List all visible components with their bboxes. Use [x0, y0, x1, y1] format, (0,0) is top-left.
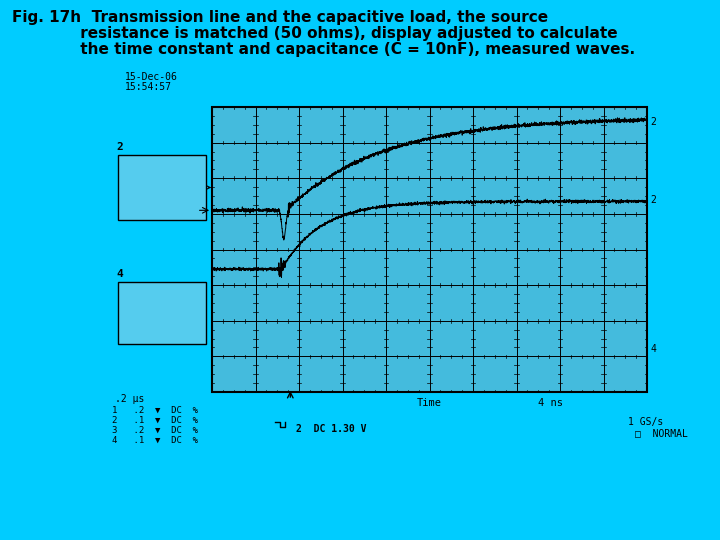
Text: .2 μs: .2 μs	[115, 394, 145, 404]
Text: 2: 2	[650, 117, 657, 126]
Text: Fig. 17h  Transmission line and the capacitive load, the source: Fig. 17h Transmission line and the capac…	[12, 10, 548, 25]
Text: -56mV: -56mV	[137, 315, 187, 325]
Text: 1   .2  ▼  DC  %: 1 .2 ▼ DC %	[112, 406, 198, 415]
Text: 4: 4	[650, 345, 657, 354]
Bar	[118, 282, 206, 344]
Bar	[212, 107, 647, 392]
Text: 15:54:57: 15:54:57	[125, 82, 172, 92]
Text: Time: Time	[417, 398, 442, 408]
Text: 1 GS/s: 1 GS/s	[628, 417, 663, 427]
Text: 2.:34 V: 2.:34 V	[140, 188, 184, 198]
Text: 2: 2	[650, 194, 657, 205]
Text: .2 μs: .2 μs	[146, 289, 178, 299]
Text: 2  DC 1.30 V: 2 DC 1.30 V	[296, 424, 366, 434]
Text: resistance is matched (50 ohms), display adjusted to calculate: resistance is matched (50 ohms), display…	[12, 26, 618, 41]
Text: 2   .1  ▼  DC  %: 2 .1 ▼ DC %	[112, 416, 198, 425]
Text: 2: 2	[116, 142, 122, 152]
Text: 4   .1  ▼  DC  %: 4 .1 ▼ DC %	[112, 436, 198, 445]
Text: the time constant and capacitance (C = 10nF), measured waves.: the time constant and capacitance (C = 1…	[12, 42, 635, 57]
Bar	[118, 155, 206, 220]
Text: □  NORMAL: □ NORMAL	[635, 428, 688, 438]
Text: 4: 4	[116, 269, 122, 279]
Text: 3   .2  ▼  DC  %: 3 .2 ▼ DC %	[112, 426, 198, 435]
Text: 4 ns: 4 ns	[539, 398, 563, 408]
Text: 1.30 V: 1.30 V	[143, 302, 181, 312]
Text: 2 μs: 2 μs	[150, 162, 174, 172]
Text: 1.00 V: 1.00 V	[143, 175, 181, 185]
Text: 15-Dec-06: 15-Dec-06	[125, 72, 178, 82]
